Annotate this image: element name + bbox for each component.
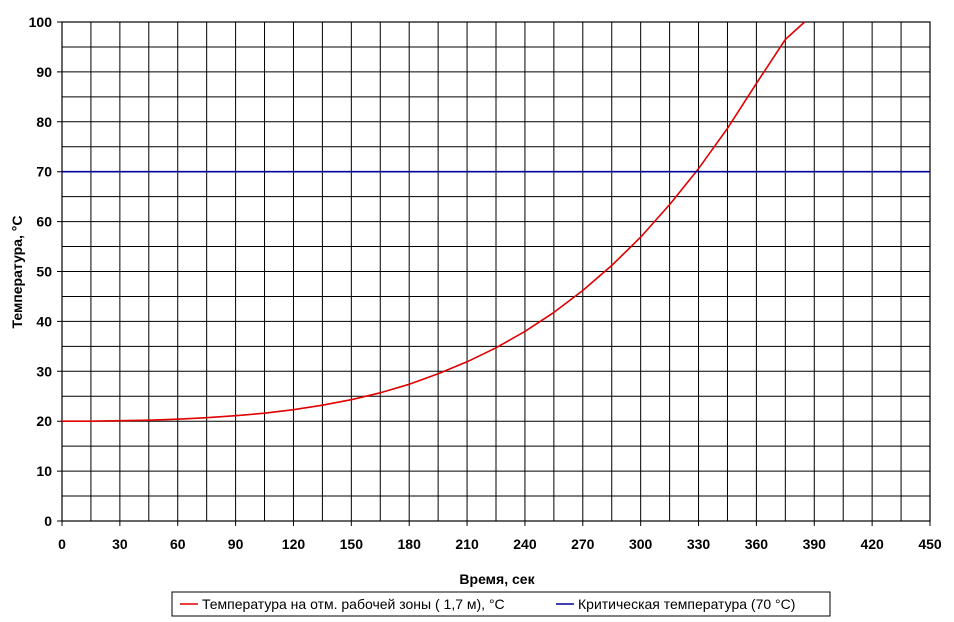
x-tick-label: 30 xyxy=(112,536,128,552)
x-tick-label: 150 xyxy=(340,536,364,552)
x-tick-label: 300 xyxy=(629,536,653,552)
x-tick-label: 240 xyxy=(513,536,537,552)
x-tick-label: 210 xyxy=(455,536,479,552)
y-axis-title: Температура, °С xyxy=(9,215,25,328)
y-tick-label: 70 xyxy=(36,164,52,180)
y-tick-label: 20 xyxy=(36,413,52,429)
legend-label-critical: Критическая температура (70 °С) xyxy=(578,596,795,612)
y-tick-label: 30 xyxy=(36,363,52,379)
x-axis-title: Время, сек xyxy=(459,571,535,587)
y-tick-label: 10 xyxy=(36,463,52,479)
y-tick-label: 80 xyxy=(36,114,52,130)
major-grid xyxy=(57,21,931,526)
tick-labels: 0 30 60 90 120 150 180 210 240 270 300 330 360 390 420… xyxy=(29,14,942,552)
y-tick-label: 50 xyxy=(36,264,52,280)
x-tick-label: 90 xyxy=(228,536,244,552)
plot-area-border xyxy=(61,21,931,522)
x-tick-label: 120 xyxy=(282,536,306,552)
y-tick-label: 40 xyxy=(36,313,52,329)
x-tick-label: 390 xyxy=(803,536,827,552)
x-tick-label: 360 xyxy=(745,536,769,552)
series-layer xyxy=(62,21,930,423)
series-line-temperature xyxy=(62,21,806,423)
y-tick-label: 90 xyxy=(36,64,52,80)
x-tick-label: 0 xyxy=(58,536,66,552)
y-tick-label: 100 xyxy=(29,14,53,30)
x-tick-label: 60 xyxy=(170,536,186,552)
legend: Температура на отм. рабочей зоны ( 1,7 м… xyxy=(171,591,831,617)
legend-box xyxy=(171,591,831,617)
legend-label-temperature: Температура на отм. рабочей зоны ( 1,7 м… xyxy=(202,596,505,612)
x-tick-label: 450 xyxy=(918,536,942,552)
y-tick-label: 0 xyxy=(44,513,52,529)
x-tick-label: 270 xyxy=(571,536,595,552)
x-tick-label: 420 xyxy=(860,536,884,552)
y-tick-label: 60 xyxy=(36,214,52,230)
x-tick-label: 180 xyxy=(398,536,422,552)
x-tick-label: 330 xyxy=(687,536,711,552)
